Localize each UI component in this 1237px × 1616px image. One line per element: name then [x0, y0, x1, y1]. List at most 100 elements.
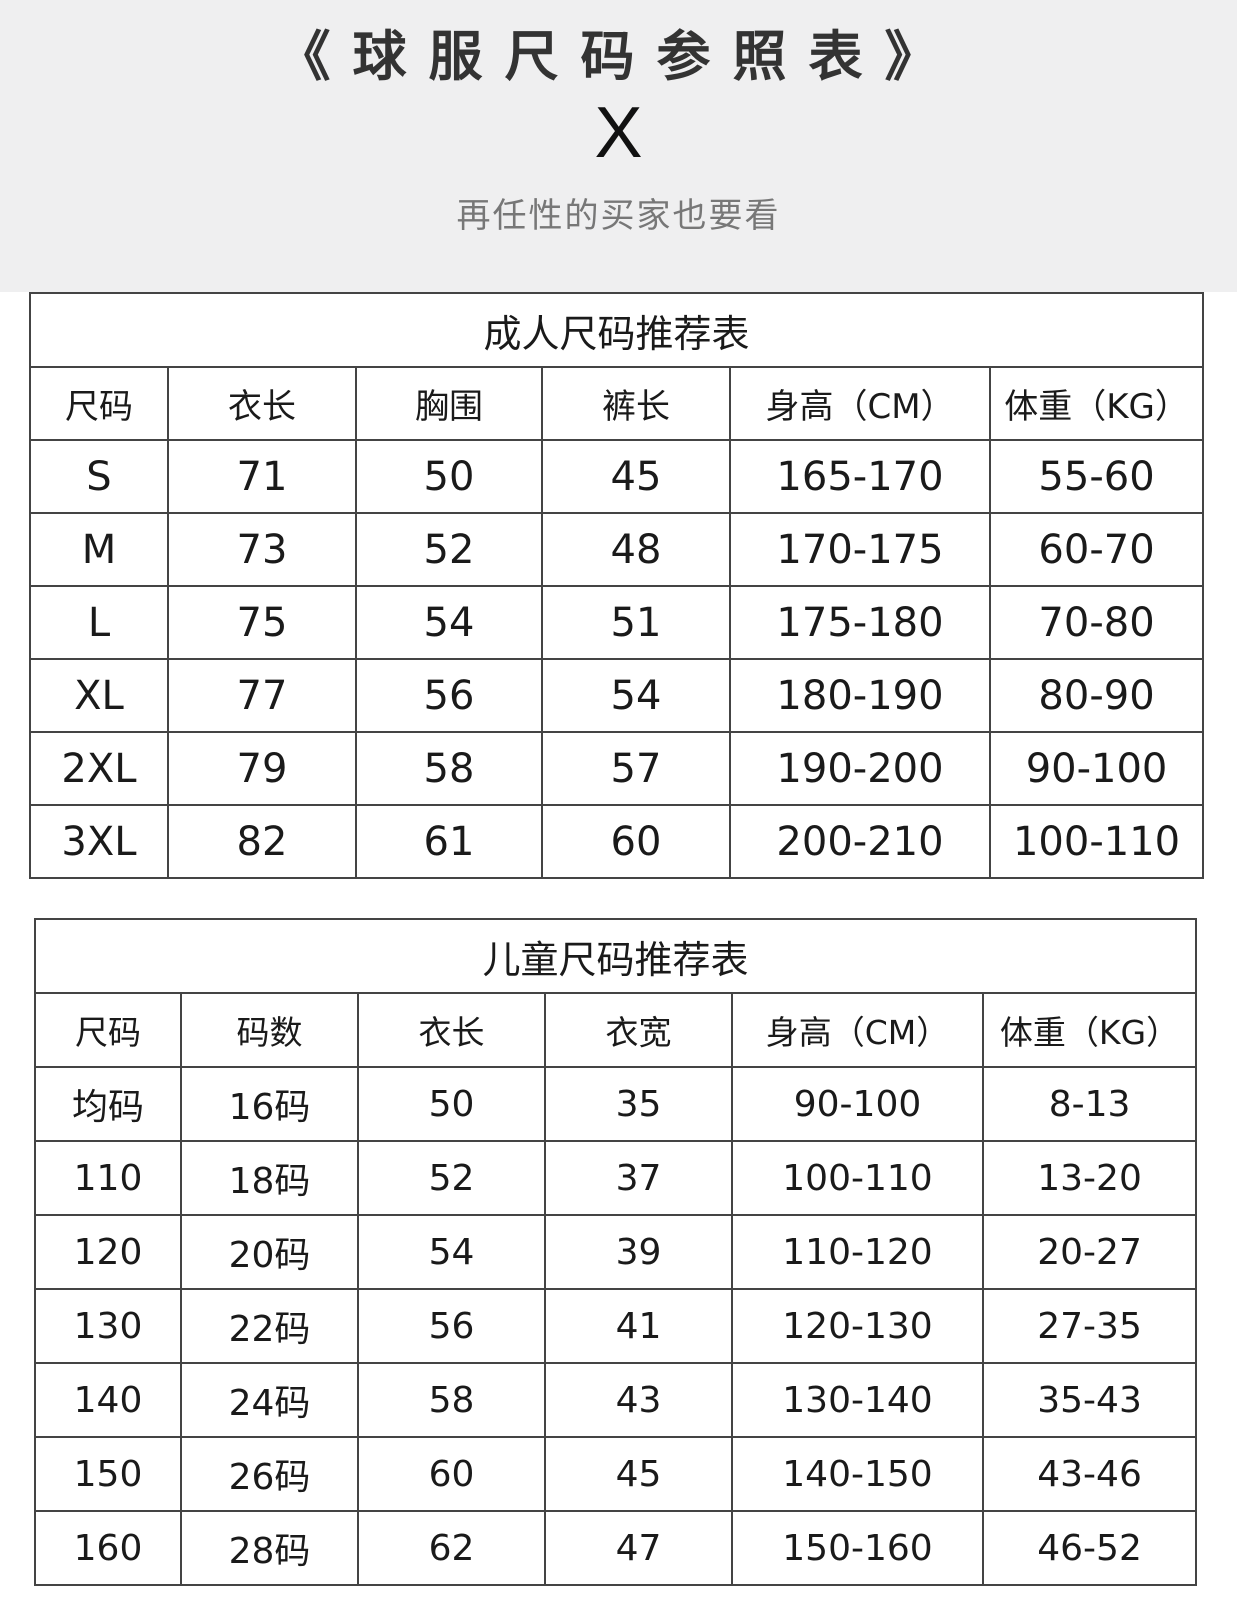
table-cell: 150: [34, 1436, 182, 1512]
table-cell: 48: [541, 512, 731, 587]
table-cell: 130: [34, 1288, 182, 1364]
subtitle: 再任性的买家也要看: [456, 196, 781, 236]
table-cell: 20-27: [981, 1214, 1198, 1290]
table-cell: 200-210: [729, 804, 991, 879]
table-caption: 成人尺码推荐表: [28, 292, 1205, 368]
table-cell: 56: [357, 1288, 546, 1364]
table-cell: 160: [34, 1510, 182, 1586]
table-cell: 79: [167, 731, 357, 806]
column-header: 尺码: [34, 992, 182, 1068]
table-row: 110 18码 52 37 100-110 13-20: [34, 1140, 1198, 1216]
table-cell: 90-100: [731, 1066, 984, 1142]
table-cell: 28码: [180, 1510, 359, 1586]
table-cell: 52: [355, 512, 543, 587]
table-cell: 43: [544, 1362, 733, 1438]
page-title: 《球服尺码参照表》: [276, 25, 961, 88]
table-cell: 100-110: [731, 1140, 984, 1216]
table-row: 2XL 79 58 57 190-200 90-100: [29, 731, 1205, 806]
adult-size-table: 成人尺码推荐表 尺码 衣长 胸围 裤长 身高（CM） 体重（KG） S 71 50 45 165-17…: [28, 292, 1205, 879]
table-cell: 190-200: [729, 731, 991, 806]
table-cell: 35: [544, 1066, 733, 1142]
header-row: 尺码 衣长 胸围 裤长 身高（CM） 体重（KG）: [29, 366, 1205, 441]
column-header: 尺码: [29, 366, 169, 441]
table-cell: 57: [541, 731, 731, 806]
table-cell: 52: [357, 1140, 546, 1216]
table-cell: 70-80: [988, 585, 1205, 660]
column-header: 衣宽: [544, 992, 733, 1068]
table-cell: 140-150: [731, 1436, 984, 1512]
table-cell: 56: [355, 658, 543, 733]
table-cell: 24码: [180, 1362, 359, 1438]
table-cell: 27-35: [981, 1288, 1198, 1364]
table-cell: 110: [34, 1140, 182, 1216]
table-cell: 62: [357, 1510, 546, 1586]
table-cell: 35-43: [981, 1362, 1198, 1438]
table-cell: 180-190: [729, 658, 991, 733]
table-cell: 165-170: [729, 439, 991, 514]
column-header: 身高（CM）: [731, 992, 984, 1068]
table-cell: 71: [167, 439, 357, 514]
table-cell: 43-46: [981, 1436, 1198, 1512]
table-row: 140 24码 58 43 130-140 35-43: [34, 1362, 1198, 1438]
table-cell: 80-90: [988, 658, 1205, 733]
column-header: 衣长: [357, 992, 546, 1068]
table-cell: 50: [355, 439, 543, 514]
table-cell: 2XL: [29, 731, 169, 806]
table-cell: 60: [357, 1436, 546, 1512]
table-cell: S: [29, 439, 169, 514]
table-cell: M: [29, 512, 169, 587]
table-cell: 77: [167, 658, 357, 733]
table-row: L 75 54 51 175-180 70-80: [29, 585, 1205, 660]
table-cell: L: [29, 585, 169, 660]
column-header: 裤长: [541, 366, 731, 441]
table-row: 160 28码 62 47 150-160 46-52: [34, 1510, 1198, 1586]
table-cell: 82: [167, 804, 357, 879]
table-row: XL 77 56 54 180-190 80-90: [29, 658, 1205, 733]
table-row: 150 26码 60 45 140-150 43-46: [34, 1436, 1198, 1512]
table-cell: 90-100: [988, 731, 1205, 806]
table-cell: 26码: [180, 1436, 359, 1512]
table-cell: 60-70: [988, 512, 1205, 587]
table-cell: 50: [357, 1066, 546, 1142]
table-row: 130 22码 56 41 120-130 27-35: [34, 1288, 1198, 1364]
table-cell: 41: [544, 1288, 733, 1364]
table-cell: 73: [167, 512, 357, 587]
column-header: 体重（KG）: [981, 992, 1198, 1068]
table-cell: 175-180: [729, 585, 991, 660]
column-header: 体重（KG）: [988, 366, 1205, 441]
brand-mark: X: [594, 93, 643, 173]
table-row: 3XL 82 61 60 200-210 100-110: [29, 804, 1205, 879]
table-cell: 8-13: [981, 1066, 1198, 1142]
table-cell: 130-140: [731, 1362, 984, 1438]
table-cell: 100-110: [988, 804, 1205, 879]
table-cell: 37: [544, 1140, 733, 1216]
table-cell: 13-20: [981, 1140, 1198, 1216]
table-cell: 54: [355, 585, 543, 660]
table-cell: 120: [34, 1214, 182, 1290]
column-header: 身高（CM）: [729, 366, 991, 441]
column-header: 衣长: [167, 366, 357, 441]
header-row: 尺码 码数 衣长 衣宽 身高（CM） 体重（KG）: [34, 992, 1198, 1068]
table-cell: 均码: [34, 1066, 182, 1142]
column-header: 码数: [180, 992, 359, 1068]
table-cell: 55-60: [988, 439, 1205, 514]
table-cell: XL: [29, 658, 169, 733]
table-cell: 3XL: [29, 804, 169, 879]
table-cell: 60: [541, 804, 731, 879]
table-cell: 18码: [180, 1140, 359, 1216]
table-row: M 73 52 48 170-175 60-70: [29, 512, 1205, 587]
table-row: 120 20码 54 39 110-120 20-27: [34, 1214, 1198, 1290]
table-cell: 58: [357, 1362, 546, 1438]
table-cell: 54: [357, 1214, 546, 1290]
header-banner: 《球服尺码参照表》 X 再任性的买家也要看: [0, 0, 1237, 292]
table-cell: 22码: [180, 1288, 359, 1364]
table-cell: 51: [541, 585, 731, 660]
table-cell: 58: [355, 731, 543, 806]
table-cell: 150-160: [731, 1510, 984, 1586]
table-cell: 110-120: [731, 1214, 984, 1290]
table-cell: 120-130: [731, 1288, 984, 1364]
table-cell: 20码: [180, 1214, 359, 1290]
table-cell: 75: [167, 585, 357, 660]
table-cell: 45: [541, 439, 731, 514]
table-cell: 16码: [180, 1066, 359, 1142]
